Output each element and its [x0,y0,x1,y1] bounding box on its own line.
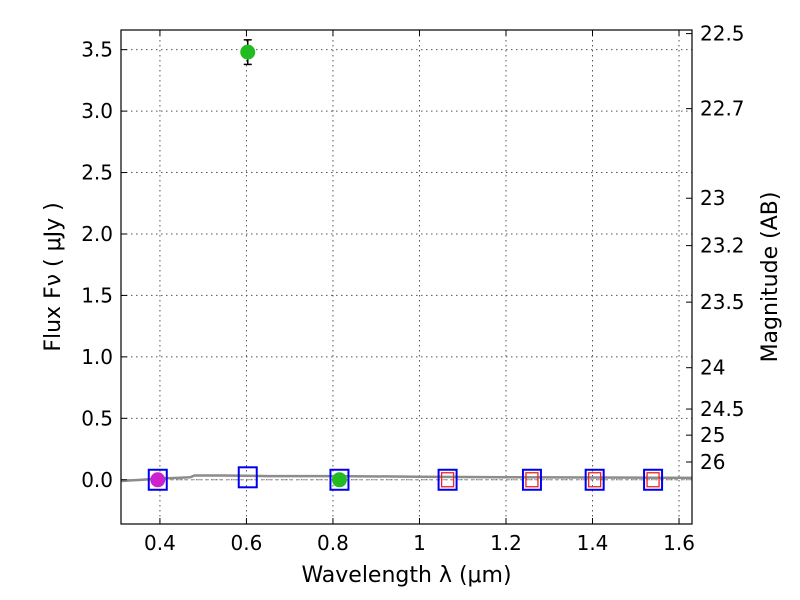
x-tick-label: 0.8 [317,531,349,555]
model-photometry-square [521,468,542,491]
marker-layer [147,39,664,491]
upper-limit-box [525,472,539,488]
x-tick-label: 1.2 [490,531,522,555]
plot-frame [120,29,693,525]
photometry-point [331,472,347,488]
grid-layer [121,30,692,524]
model-photometry-square [147,468,168,491]
y-tick-label: 0.0 [81,468,113,492]
y-axis-label-left: Flux Fν ( μJy ) [41,202,66,351]
right-tick-label: 25 [700,423,725,447]
x-tick-label: 1.6 [663,531,695,555]
y-tick-label: 2.5 [81,161,113,185]
y-tick-label: 3.5 [81,38,113,62]
right-tick-label: 23.2 [700,234,745,258]
upper-limit-box [588,472,602,488]
model-photometry-square [237,466,258,489]
right-tick-label: 23.5 [700,290,745,314]
right-tick-label: 22.5 [700,22,745,46]
photometry-point [240,44,256,60]
model-photometry-square [329,468,350,491]
model-photometry-square [643,468,664,491]
x-tick-label: 0.4 [144,531,176,555]
y-axis-label-right: Magnitude (AB) [758,192,783,363]
x-tick-label: 0.6 [231,531,263,555]
photometry-point [150,472,166,488]
y-tick-label: 1.5 [81,283,113,307]
label-layer: 0.4 0.6 0.8 1 1.2 1.4 1.6 0.0 0.5 1.0 1.5 2.0 2.5 3.0… [81,22,744,555]
tick-layer [121,30,692,524]
right-tick-label: 23 [700,186,725,210]
y-tick-label: 0.5 [81,406,113,430]
right-tick-label: 26 [700,450,725,474]
right-tick-label: 22.7 [700,97,745,121]
right-tick-label: 24.5 [700,397,745,421]
y-tick-label: 1.0 [81,345,113,369]
x-tick-label: 1.4 [577,531,609,555]
y-tick-label: 2.0 [81,222,113,246]
right-tick-label: 24 [700,356,725,380]
y-tick-label: 3.0 [81,99,113,123]
model-photometry-square [584,468,605,491]
model-photometry-square [437,468,458,491]
upper-limit-box [646,472,660,488]
upper-limit-box [440,472,455,488]
x-tick-label: 1 [413,531,426,555]
x-axis-label: Wavelength λ (μm) [301,563,511,588]
